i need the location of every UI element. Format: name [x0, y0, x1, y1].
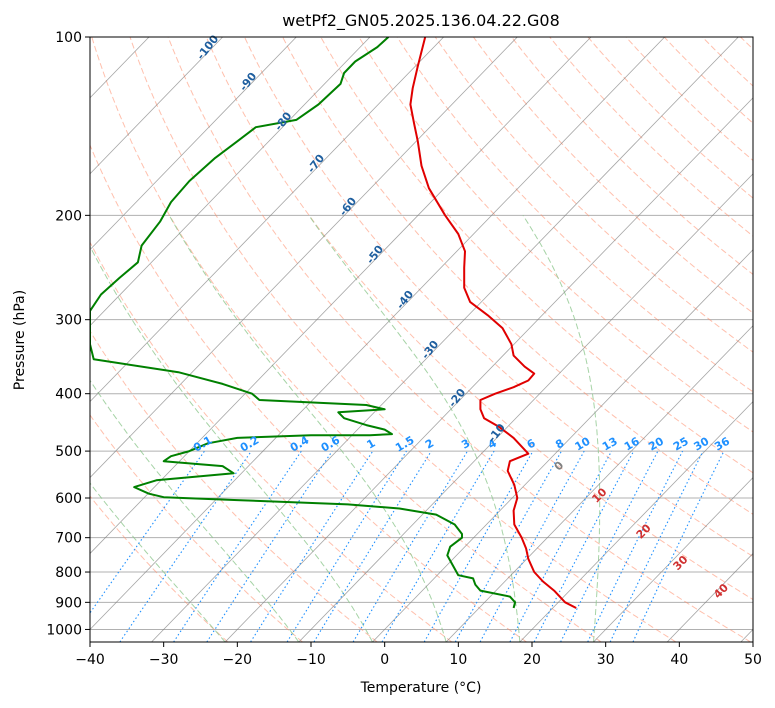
mixing-ratio-line: [509, 450, 613, 642]
mixing-ratio-line: [206, 450, 333, 642]
x-tick-label: 10: [449, 652, 467, 668]
dry-adiabat: [91, 37, 602, 642]
dry-adiabat: [90, 241, 453, 642]
y-tick-label: 900: [55, 595, 82, 611]
isotherm-line: [90, 37, 371, 327]
isotherm-line: [519, 401, 753, 642]
isotherm-line: [90, 37, 592, 555]
dry-adiabat: [320, 37, 753, 474]
dry-adiabat: [90, 414, 303, 642]
isotherm-line: [224, 97, 753, 642]
isotherm-line: [445, 325, 753, 642]
y-tick-label: 600: [55, 491, 82, 507]
isotherm-line: [90, 37, 297, 251]
moist-adiabat: [90, 379, 300, 642]
moist-adiabat: [522, 215, 601, 642]
background-lines: [90, 37, 753, 642]
x-tick-label: −30: [149, 652, 179, 668]
isotherm-line: [151, 37, 739, 642]
mixing-ratio-line: [173, 450, 302, 642]
isotherm-line: [90, 37, 444, 403]
mixing-ratio-line: [90, 450, 205, 614]
dry-adiabat: [205, 37, 753, 601]
isotherm-line: [372, 249, 753, 642]
y-tick-label: 1000: [46, 622, 82, 638]
x-tick-label: 20: [523, 652, 541, 668]
mixing-ratio-line: [479, 450, 585, 642]
dry-adiabat: [434, 37, 753, 353]
mixing-ratio-line: [587, 450, 684, 642]
mixing-ratio-line: [454, 450, 562, 642]
y-tick-label: 100: [55, 30, 82, 46]
isotherm-line: [298, 173, 753, 642]
y-tick-label: 800: [55, 565, 82, 581]
y-tick-label: 500: [55, 444, 82, 460]
moist-adiabat: [168, 215, 447, 642]
x-tick-label: 40: [670, 652, 688, 668]
mixing-ratio-line: [250, 450, 374, 642]
moist-adiabat: [308, 215, 521, 642]
x-tick-label: −10: [296, 652, 326, 668]
moist-adiabat: [90, 245, 373, 642]
sounding-lines: [90, 37, 577, 609]
isotherm-line: [90, 37, 223, 175]
y-tick-label: 400: [55, 387, 82, 403]
x-tick-label: −40: [75, 652, 105, 668]
dry-adiabat: [90, 330, 378, 642]
dewpoint-profile: [90, 37, 517, 609]
y-tick-label: 300: [55, 313, 82, 329]
x-axis-label: Temperature (°C): [360, 680, 482, 696]
plot-frame: [89, 36, 754, 643]
mixing-ratio-line: [119, 450, 252, 642]
x-tick-label: 0: [380, 652, 389, 668]
isotherm-line: [593, 476, 753, 642]
x-tick-label: −20: [223, 652, 253, 668]
chart-title: wetPf2_GN05.2025.136.04.22.G08: [282, 11, 560, 31]
y-axis-label: Pressure (hPa): [12, 290, 28, 390]
dry-adiabat: [472, 37, 753, 314]
mixing-ratio-line: [313, 450, 432, 642]
dry-adiabat: [358, 37, 753, 433]
axis-ticks: −40 −30 −20 −10 0 10 20 30 40 50 1000 900 800 700 600 5…: [46, 30, 762, 668]
x-tick-label: 50: [744, 652, 762, 668]
y-tick-label: 700: [55, 531, 82, 547]
moist-adiabat: [90, 482, 226, 642]
temperature-profile: [409, 37, 577, 609]
x-tick-label: 30: [597, 652, 615, 668]
isotherm-line: [90, 37, 518, 479]
y-tick-label: 200: [55, 208, 82, 224]
dry-adiabat: [129, 37, 677, 642]
dry-adiabat: [90, 143, 527, 642]
mixing-ratio-line: [560, 450, 659, 642]
isotherm-line: [90, 37, 665, 631]
